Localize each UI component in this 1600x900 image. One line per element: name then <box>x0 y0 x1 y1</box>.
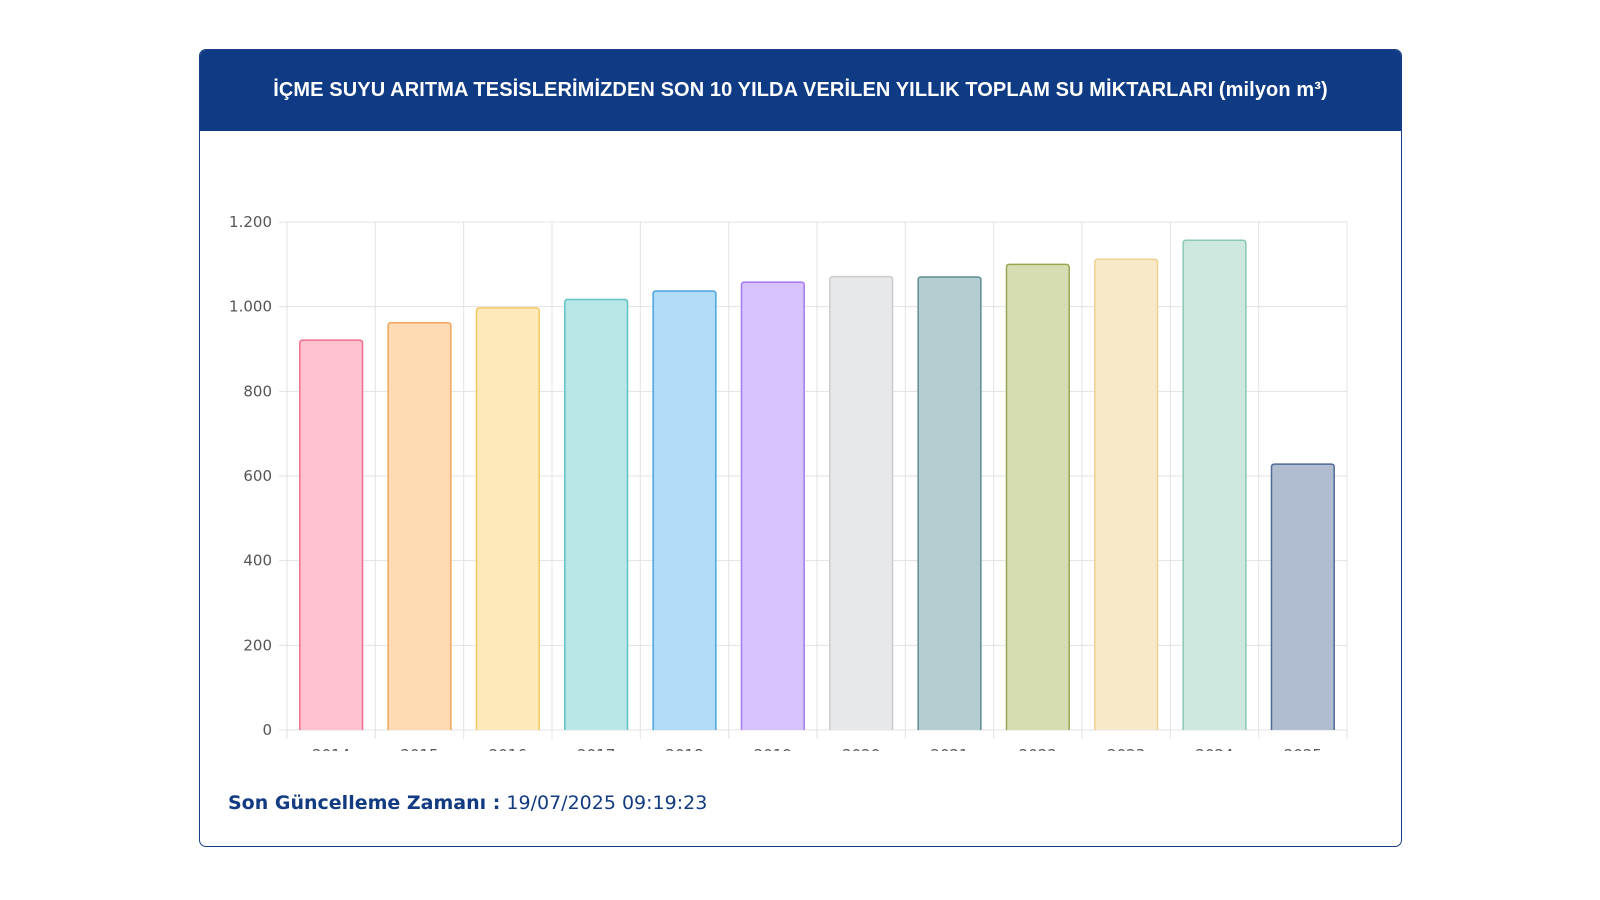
x-tick-label: 2025 <box>1284 746 1322 751</box>
x-tick-label: 2017 <box>577 746 615 751</box>
x-tick-label: 2015 <box>400 746 438 751</box>
x-tick-label: 2019 <box>754 746 792 751</box>
bar-2017 <box>564 298 629 730</box>
last-update-value: 19/07/2025 09:19:23 <box>506 792 708 814</box>
bar-2024 <box>1182 239 1247 730</box>
bar-2015 <box>387 322 452 730</box>
y-tick-label: 200 <box>243 636 272 654</box>
x-tick-label: 2023 <box>1107 746 1145 751</box>
x-tick-label: 2014 <box>312 746 350 751</box>
bar-2023 <box>1094 258 1159 730</box>
chart-area: 0 200 400 600 800 1.000 1.200 2014 2015 2016 2017 2… <box>200 131 1400 764</box>
last-update: Son Güncelleme Zamanı : 19/07/2025 09:19… <box>228 792 707 814</box>
chart-card: İÇME SUYU ARITMA TESİSLERİMİZDEN SON 10 … <box>199 49 1402 847</box>
bar-2018 <box>652 290 717 730</box>
bar-2016 <box>475 307 540 730</box>
card-header: İÇME SUYU ARITMA TESİSLERİMİZDEN SON 10 … <box>200 50 1401 131</box>
y-tick-label: 1.200 <box>229 213 272 231</box>
x-tick-label: 2018 <box>665 746 703 751</box>
bar-2020 <box>829 275 894 730</box>
x-tick-label: 2024 <box>1195 746 1233 751</box>
y-tick-label: 0 <box>262 721 272 739</box>
bar-chart: 0 200 400 600 800 1.000 1.200 2014 2015 2016 2017 2… <box>229 213 1348 764</box>
bar-2021 <box>917 276 982 730</box>
x-tick-label: 2021 <box>930 746 968 751</box>
bar-2014 <box>299 339 364 730</box>
y-tick-label: 600 <box>243 467 272 485</box>
x-tick-label: 2016 <box>489 746 527 751</box>
last-update-label: Son Güncelleme Zamanı : <box>228 792 501 814</box>
bar-2019 <box>740 281 805 730</box>
x-tick-label: 2020 <box>842 746 880 751</box>
bar-2022 <box>1005 263 1070 730</box>
y-tick-label: 400 <box>243 552 272 570</box>
y-tick-label: 1.000 <box>229 298 272 316</box>
chart-title: İÇME SUYU ARITMA TESİSLERİMİZDEN SON 10 … <box>273 79 1328 101</box>
x-tick-label: 2022 <box>1019 746 1057 751</box>
y-tick-label: 800 <box>243 382 272 400</box>
bar-2025 <box>1270 463 1335 730</box>
